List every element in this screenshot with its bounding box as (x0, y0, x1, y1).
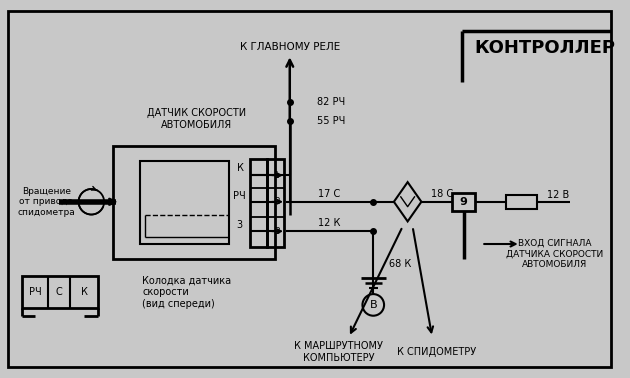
Text: С: С (55, 287, 62, 297)
Text: 82 РЧ: 82 РЧ (318, 96, 345, 107)
Text: КОНТРОЛЛЕР: КОНТРОЛЛЕР (474, 39, 616, 57)
Text: К ГЛАВНОМУ РЕЛЕ: К ГЛАВНОМУ РЕЛЕ (239, 42, 340, 51)
Text: Вращение
от привода
спидометра: Вращение от привода спидометра (17, 187, 75, 217)
Bar (251, 158, 267, 247)
Text: К МАРШРУТНОМУ
КОМПЬЮТЕРУ: К МАРШРУТНОМУ КОМПЬЮТЕРУ (294, 341, 384, 363)
Bar (113, 146, 275, 259)
Text: Колодка датчика
скорости
(вид спереди): Колодка датчика скорости (вид спереди) (142, 276, 232, 309)
Bar (506, 195, 537, 209)
Text: 68 К: 68 К (389, 259, 411, 269)
Text: К: К (238, 163, 244, 174)
Text: 12 К: 12 К (318, 218, 340, 228)
Text: К СПИДОМЕТРУ: К СПИДОМЕТРУ (398, 347, 477, 357)
Bar (452, 193, 476, 211)
Text: РЧ: РЧ (233, 191, 246, 201)
Bar (21, 276, 98, 308)
Text: 3: 3 (237, 220, 243, 230)
Text: В: В (369, 300, 377, 310)
Circle shape (362, 294, 384, 316)
Text: ВХОД СИГНАЛА
ДАТЧИКА СКОРОСТИ
АВТОМОБИЛЯ: ВХОД СИГНАЛА ДАТЧИКА СКОРОСТИ АВТОМОБИЛЯ (507, 239, 604, 269)
Text: 18 С: 18 С (431, 189, 453, 199)
Text: 3: 3 (274, 227, 280, 236)
Text: 2: 2 (274, 197, 280, 206)
Text: 17 С: 17 С (318, 189, 340, 199)
Text: К: К (81, 287, 88, 297)
Bar (267, 158, 284, 247)
Bar (140, 161, 229, 244)
Text: 9: 9 (460, 197, 467, 207)
Text: ДАТЧИК СКОРОСТИ
АВТОМОБИЛЯ: ДАТЧИК СКОРОСТИ АВТОМОБИЛЯ (147, 108, 246, 130)
Text: 55 РЧ: 55 РЧ (318, 116, 346, 126)
Text: РЧ: РЧ (29, 287, 42, 297)
Text: 1: 1 (274, 171, 280, 180)
Text: 12 В: 12 В (547, 190, 569, 200)
